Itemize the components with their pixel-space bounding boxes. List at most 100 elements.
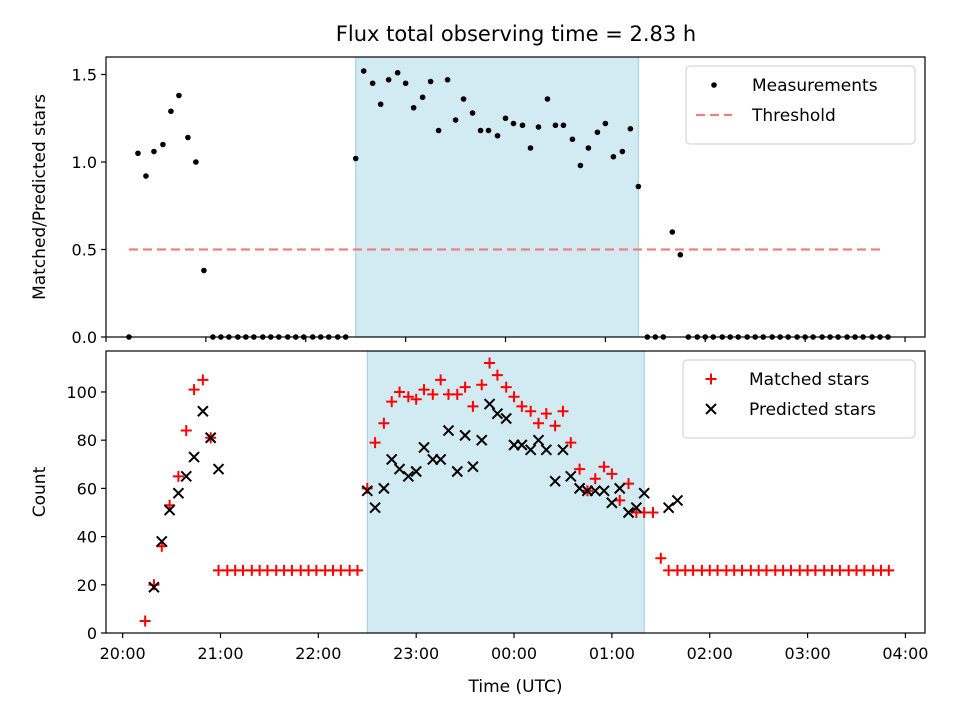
- legend-marker-plus: [705, 373, 717, 385]
- y-tick-label: 40: [77, 528, 97, 547]
- measurement-point: [452, 117, 459, 123]
- bottom-panel: 0 20 40 60 80 100 20:00 21:00 22:00 23:00 00:00 01:…: [30, 350, 928, 697]
- legend-marker-x: [705, 403, 717, 415]
- predicted-point: [410, 465, 422, 478]
- measurement-point: [435, 127, 442, 134]
- measurement-point: [527, 145, 534, 151]
- measurement-point: [444, 76, 451, 83]
- predicted-point: [589, 485, 601, 497]
- predicted-point: [638, 487, 650, 499]
- predicted-point: [491, 407, 504, 420]
- matched-point: [459, 381, 471, 393]
- measurement-point: [669, 229, 676, 235]
- measurement-point: [477, 127, 484, 134]
- measurement-point: [360, 68, 367, 74]
- predicted-point: [197, 405, 209, 417]
- y-axis-label: Count: [30, 466, 50, 517]
- matched-point: [451, 388, 463, 400]
- predicted-point: [671, 494, 684, 507]
- matched-point: [525, 405, 537, 417]
- predicted-point: [204, 432, 217, 444]
- legend-label: Matched stars: [749, 370, 869, 390]
- matched-point: [540, 408, 552, 420]
- measurement-point: [544, 96, 551, 102]
- matched-point: [574, 463, 586, 475]
- measurement-point: [402, 80, 409, 87]
- matched-point: [467, 400, 479, 412]
- predicted-point: [614, 482, 626, 495]
- measurement-point: [143, 173, 149, 179]
- predicted-point: [442, 424, 455, 437]
- measurement-point: [519, 122, 526, 129]
- y-tick-label: 0: [87, 624, 97, 643]
- measurement-point: [419, 94, 426, 101]
- legend-box: [685, 65, 916, 145]
- predicted-point: [402, 470, 415, 483]
- measurement-point: [193, 159, 199, 165]
- axes-frame: [105, 56, 926, 338]
- matched-point: [557, 405, 569, 417]
- matched-point: [549, 420, 561, 432]
- measurement-point: [535, 124, 542, 130]
- legend-label: Predicted stars: [749, 400, 876, 420]
- predicted-point: [532, 434, 545, 446]
- measurement-point: [502, 115, 509, 122]
- predicted-point: [662, 501, 675, 514]
- predicted-point: [459, 429, 471, 442]
- y-tick-label: 0.5: [72, 241, 97, 260]
- series-0-markers: [139, 357, 895, 627]
- y-axis-label: Matched/Predicted stars: [30, 94, 50, 300]
- predicted-point: [524, 444, 537, 456]
- matched-point: [500, 381, 512, 393]
- measurement-point: [569, 136, 576, 143]
- measurement-point: [369, 80, 376, 87]
- x-tick-label: 21:00: [197, 644, 243, 663]
- matched-point: [369, 437, 381, 449]
- figure-title: Flux total observing time = 2.83 h: [336, 22, 696, 46]
- predicted-point: [606, 497, 618, 509]
- measurement-point: [585, 145, 592, 151]
- predicted-point: [630, 501, 643, 514]
- axes-frame: [105, 350, 926, 634]
- predicted-point: [386, 453, 398, 466]
- predicted-point: [451, 465, 463, 478]
- measurement-point: [352, 155, 359, 162]
- matched-point: [598, 461, 610, 473]
- matched-point: [394, 386, 406, 398]
- matched-point: [484, 357, 496, 369]
- matched-point: [427, 388, 439, 400]
- predicted-point: [500, 412, 512, 425]
- measurement-point: [460, 96, 467, 102]
- predicted-point: [516, 439, 528, 451]
- measurement-point: [185, 134, 191, 141]
- predicted-point: [361, 485, 373, 497]
- y-tick-label: 100: [66, 383, 97, 402]
- matched-point: [197, 374, 209, 386]
- matched-point: [378, 417, 390, 429]
- legend-label: Measurements: [752, 76, 878, 96]
- matched-point: [402, 391, 414, 403]
- observing-interval-shade: [355, 56, 639, 338]
- x-tick-label: 03:00: [785, 644, 831, 663]
- matched-point: [532, 417, 544, 429]
- x-tick-label: 20:00: [100, 644, 146, 663]
- top-panel: 0.0 0.5 1.0 1.5 Matched/Predicted stars Measu…: [30, 56, 926, 347]
- matched-point: [655, 552, 667, 564]
- predicted-point: [378, 482, 390, 495]
- predicted-point: [622, 506, 635, 519]
- predicted-point: [418, 441, 430, 454]
- matched-point: [647, 506, 659, 518]
- measurement-point: [485, 127, 492, 134]
- measurement-point: [151, 148, 157, 155]
- measurement-point: [135, 150, 141, 157]
- predicted-point: [188, 451, 200, 463]
- matched-point: [508, 391, 520, 403]
- predicted-point: [163, 504, 176, 516]
- matched-point: [883, 564, 895, 576]
- predicted-point: [557, 444, 569, 456]
- matched-point: [172, 470, 184, 482]
- matched-point: [435, 374, 447, 386]
- matched-point: [476, 379, 488, 391]
- matched-point: [606, 468, 618, 480]
- y-tick-label: 1.0: [72, 153, 97, 172]
